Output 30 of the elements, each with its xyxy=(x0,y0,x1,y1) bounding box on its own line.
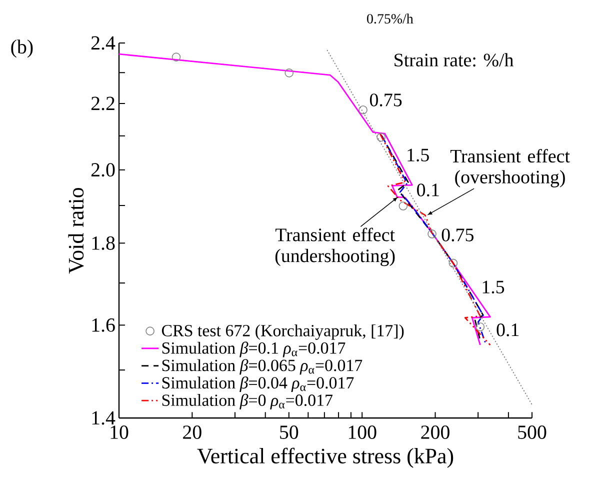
x-tick-label: 10 xyxy=(110,426,128,439)
annotation: Strain rate: %/h xyxy=(394,53,514,67)
y-axis-title: Void ratio xyxy=(68,188,84,274)
x-tick-label: 100 xyxy=(348,426,376,439)
annotation: 1.5 xyxy=(482,280,504,294)
y-tick-label: 1.8 xyxy=(92,236,115,250)
legend-label: Simulation β=0.1 ρ$_{α}$=0.017 xyxy=(162,342,346,358)
y-tick-label: 1.6 xyxy=(92,318,115,332)
y-tick-label: 1.4 xyxy=(92,411,116,425)
x-tick-label: 50 xyxy=(280,426,298,439)
y-tick-label: 2.0 xyxy=(91,163,115,177)
text: 0.75%/h xyxy=(367,14,414,24)
x-axis-title: Vertical effective stress (kPa) xyxy=(197,448,454,468)
annotation: Transient effect (undershooting) xyxy=(275,228,395,266)
legend-label: CRS test 672 (Korchaiyapruk, [17]) xyxy=(162,324,404,340)
annotation: 1.5 xyxy=(408,148,429,162)
legend-label: Simulation β=0.065 ρ$_{α}$=0.017 xyxy=(162,359,362,375)
chart-title: (b) xyxy=(11,40,33,58)
x-tick-label: 200 xyxy=(421,426,450,439)
annotation: 0.75 xyxy=(370,94,402,106)
legend-label: Simulation β=0 ρ$_{α}$=0.017 xyxy=(162,394,333,410)
y-tick-label: 2.2 xyxy=(91,96,114,110)
annotation: 0.75 xyxy=(442,228,474,242)
x-tick-label: 500 xyxy=(518,426,546,439)
y-tick-label: 2.4 xyxy=(91,36,116,50)
annotation: 0.1 xyxy=(417,184,439,196)
annotation: 0.1 xyxy=(496,323,519,336)
x-tick-label: 20 xyxy=(183,426,202,439)
annotation: Transient effect (overshooting) xyxy=(450,149,570,188)
legend-label: Simulation β=0.04 ρ$_{α}$=0.017 xyxy=(162,376,354,392)
